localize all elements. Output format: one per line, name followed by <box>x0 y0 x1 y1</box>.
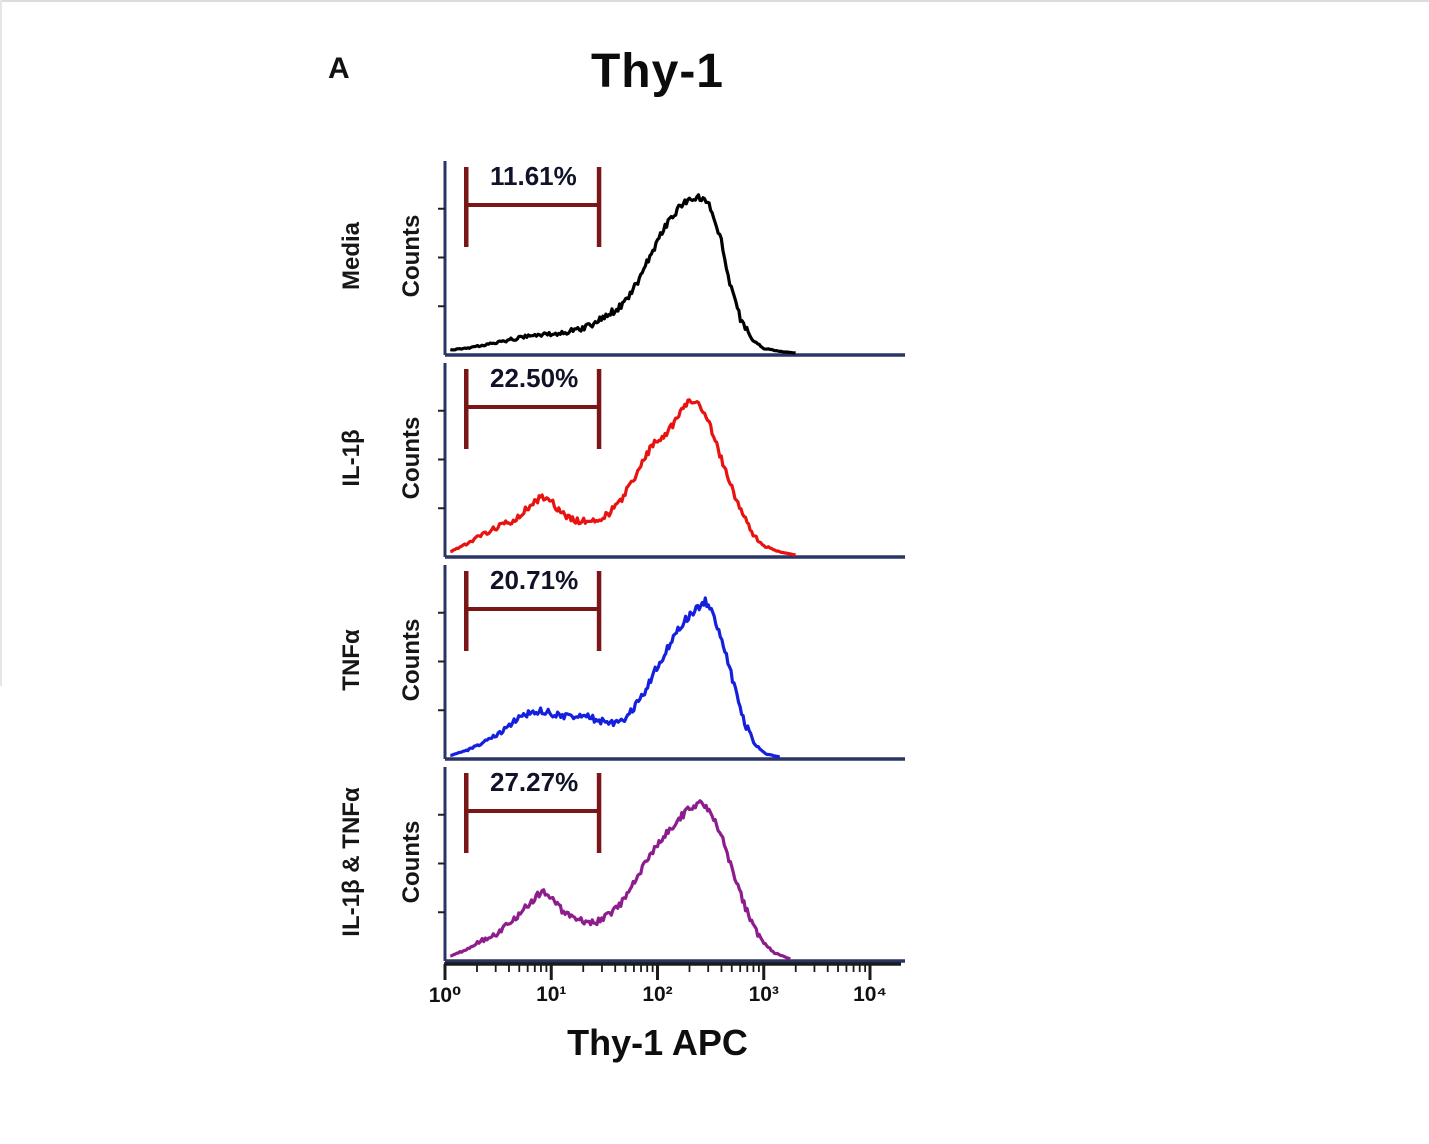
panel-label: A <box>328 52 350 85</box>
x-tick-label-10e4: 10⁴ <box>853 983 887 1006</box>
gate-percentage: 27.27% <box>490 767 579 797</box>
page-top-border <box>0 0 1429 2</box>
condition-label-tnfa: TNFα <box>338 629 365 691</box>
gate-percentage: 22.50% <box>490 363 579 393</box>
figure-title: Thy-1 <box>590 45 724 98</box>
histogram-row-tnfa: TNFα Counts 20.71% <box>300 559 910 761</box>
x-tick-label-10e2: 10² <box>642 983 673 1006</box>
gate-marker <box>464 773 602 853</box>
x-axis-ticks <box>443 962 901 980</box>
histogram-curve <box>449 398 796 557</box>
condition-label-il1b-tnfa: IL-1β & TNFα <box>338 787 365 937</box>
x-tick-label-10e3: 10³ <box>748 983 779 1006</box>
y-axis-label: Counts <box>398 416 425 500</box>
histogram-plot-il1b <box>438 363 905 559</box>
histogram-curve <box>450 596 781 759</box>
x-axis: 10⁰ 10¹ 10² 10³ 10⁴ <box>429 961 905 1009</box>
histogram-plot-tnfa <box>438 565 905 761</box>
gate-marker <box>464 571 602 651</box>
histogram-plot-media <box>438 161 905 357</box>
histogram-row-media: Media Counts 11.61% <box>300 155 910 357</box>
condition-label-media: Media <box>338 221 365 291</box>
histogram-plot-il1b-tnfa <box>438 767 905 963</box>
y-axis-label: Counts <box>398 820 425 904</box>
gate-marker <box>464 369 602 449</box>
histogram-curve <box>450 799 791 961</box>
histogram-curve <box>450 193 796 355</box>
gate-marker <box>464 167 602 247</box>
x-tick-label-10e1: 10¹ <box>536 983 567 1006</box>
histogram-row-il1b: IL-1β Counts 22.50% <box>300 357 910 559</box>
y-axis-label: Counts <box>398 618 425 702</box>
page-left-border <box>0 0 2 687</box>
x-axis-title: Thy-1 APC <box>567 1022 748 1063</box>
gate-percentage: 11.61% <box>490 161 577 191</box>
y-axis-label: Counts <box>398 214 425 298</box>
x-tick-label-10e0: 10⁰ <box>428 984 462 1007</box>
histogram-row-il1b-tnfa: IL-1β & TNFα Counts 27.27% <box>300 761 910 963</box>
gate-percentage: 20.71% <box>490 565 579 595</box>
condition-label-il1b: IL-1β <box>338 429 365 487</box>
